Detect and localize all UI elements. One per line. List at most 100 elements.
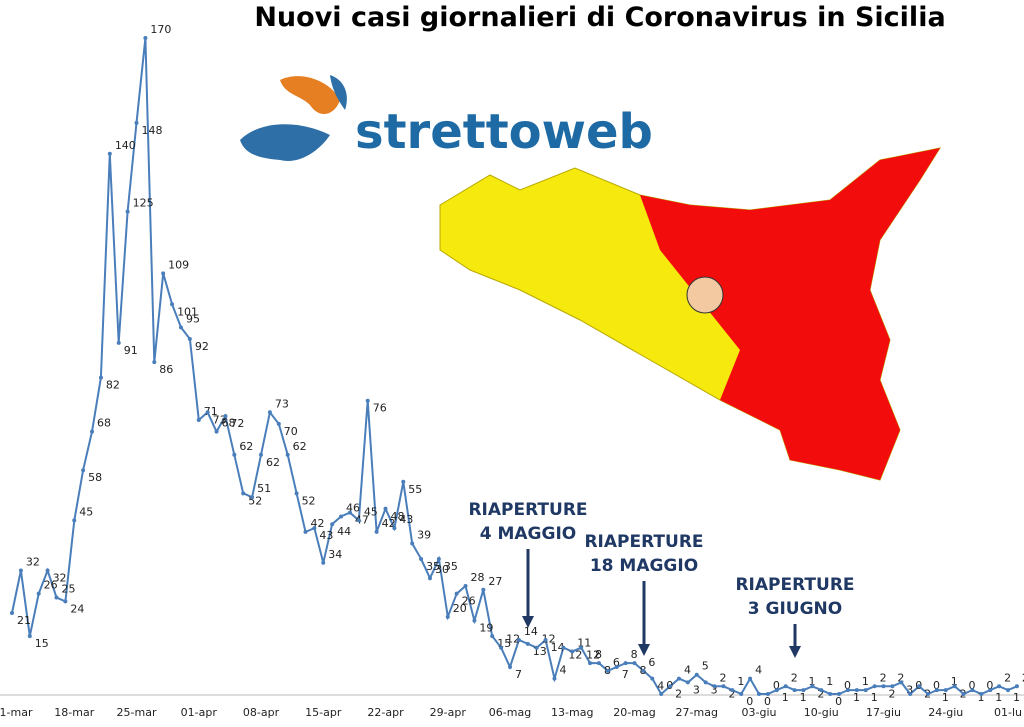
data-label: 1 (800, 691, 807, 704)
point (596, 661, 601, 666)
point (961, 692, 966, 696)
point (383, 506, 388, 511)
point (178, 325, 183, 330)
data-label: 73 (275, 397, 289, 410)
sicily-red (640, 148, 940, 480)
data-label: 32 (26, 556, 40, 569)
data-label: 0 (746, 695, 753, 708)
data-label: 51 (257, 482, 271, 495)
chart-title: Nuovi casi giornalieri di Coronavirus in… (254, 2, 945, 33)
point (997, 684, 1002, 689)
point (614, 664, 619, 669)
point (659, 692, 664, 696)
data-label: 148 (142, 124, 163, 137)
data-label: 35 (426, 560, 440, 573)
point (232, 452, 237, 457)
arrow-head (638, 644, 650, 656)
point (45, 568, 50, 573)
point (187, 336, 192, 341)
logo-shape (280, 76, 340, 115)
x-tick-label: 20-mag (613, 706, 655, 719)
point (579, 645, 584, 650)
data-label: 0 (773, 679, 780, 692)
point (676, 676, 681, 681)
point (801, 688, 806, 693)
data-label: 26 (44, 579, 58, 592)
point (36, 591, 41, 596)
data-label: 0 (969, 679, 976, 692)
data-label: 19 (479, 622, 493, 635)
point (757, 692, 762, 696)
data-label: 62 (239, 440, 253, 453)
data-label: 109 (168, 258, 189, 271)
x-tick-label: 18-mar (54, 706, 94, 719)
point (570, 649, 575, 654)
data-label: 3 (906, 683, 913, 696)
data-label: 2 (791, 671, 798, 684)
point (854, 688, 859, 693)
data-label: 1 (853, 691, 860, 704)
point (427, 576, 432, 581)
data-label: 13 (533, 645, 547, 658)
point (872, 684, 877, 689)
point (374, 529, 379, 534)
point (810, 684, 815, 689)
data-label: 0 (764, 695, 771, 708)
point (27, 634, 32, 639)
logo-shape (330, 75, 347, 110)
data-label: 0 (933, 679, 940, 692)
point (837, 692, 842, 696)
point (72, 518, 77, 523)
point (392, 526, 397, 531)
point (241, 491, 246, 496)
data-label: 4 (559, 664, 566, 677)
point (845, 688, 850, 693)
data-label: 30 (435, 563, 449, 576)
data-label: 48 (391, 510, 405, 523)
point (347, 510, 352, 515)
data-label: 12 (586, 649, 600, 662)
point (116, 340, 121, 345)
data-label: 1 (942, 691, 949, 704)
point (107, 151, 112, 156)
point (463, 583, 468, 588)
point (18, 568, 23, 573)
point (365, 398, 370, 403)
point (863, 688, 868, 693)
data-label: 43 (319, 529, 333, 542)
point (330, 522, 335, 527)
data-label: 6 (613, 656, 620, 669)
point (214, 429, 219, 434)
data-label: 55 (408, 483, 422, 496)
point (792, 688, 797, 693)
point (81, 468, 86, 473)
data-label: 45 (364, 505, 378, 518)
point (748, 676, 753, 681)
x-tick-label: 24-giu (928, 706, 963, 719)
point (1014, 684, 1019, 689)
data-label: 7 (515, 668, 522, 681)
data-label: 68 (222, 417, 236, 430)
data-label: 20 (453, 602, 467, 615)
data-label: 12 (506, 633, 520, 646)
data-label: 14 (524, 625, 538, 638)
logo-text: strettoweb (355, 104, 653, 160)
annotation: 3 GIUGNO (748, 599, 842, 619)
point (668, 684, 673, 689)
data-label: 0 (986, 679, 993, 692)
data-label: 101 (177, 305, 198, 318)
data-label: 3 (711, 683, 718, 696)
data-label: 71 (204, 405, 218, 418)
data-label: 15 (35, 637, 49, 650)
annotation: 4 MAGGIO (480, 524, 577, 544)
point (90, 429, 95, 434)
data-label: 62 (266, 456, 280, 469)
data-label: 52 (302, 494, 316, 507)
data-label: 43 (399, 513, 413, 526)
x-tick-label: 10-giu (804, 706, 839, 719)
point (143, 36, 148, 40)
point (765, 692, 770, 696)
data-label: 4 (755, 664, 762, 677)
data-label: 21 (17, 614, 31, 627)
point (952, 684, 957, 689)
